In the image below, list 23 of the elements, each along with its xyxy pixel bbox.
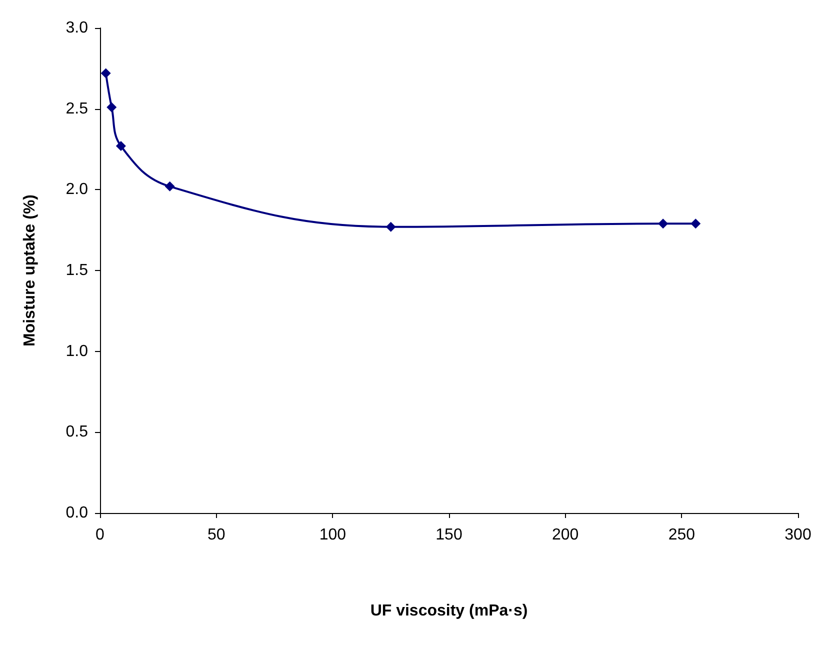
x-tick-label: 300	[784, 526, 812, 544]
x-tick-label: 150	[436, 526, 462, 544]
y-tick-label: 2.0	[66, 181, 88, 198]
x-tick-label: 200	[552, 526, 579, 544]
y-tick-label: 1.5	[66, 262, 88, 279]
y-tick-label: 0.0	[66, 504, 88, 522]
point	[386, 222, 396, 232]
y-tick-label: 3.0	[66, 20, 88, 36]
point	[100, 68, 111, 78]
x-tick-label: 0	[96, 526, 105, 544]
y-tick-label: 1.0	[66, 342, 88, 360]
x-axis-title: UF viscosity (mPa·s)	[370, 602, 528, 620]
x-tick-label: 250	[668, 526, 696, 544]
point	[116, 141, 126, 152]
y-tick-label: 2.5	[66, 100, 88, 118]
y-axis-title: Moisture uptake (%)	[22, 194, 38, 347]
point	[690, 218, 701, 229]
point	[164, 181, 175, 192]
x-tick-label: 50	[207, 526, 226, 544]
x-tick-label: 100	[319, 526, 346, 544]
point	[658, 218, 668, 229]
y-tick-label: 0.5	[66, 424, 88, 441]
point	[106, 102, 117, 112]
